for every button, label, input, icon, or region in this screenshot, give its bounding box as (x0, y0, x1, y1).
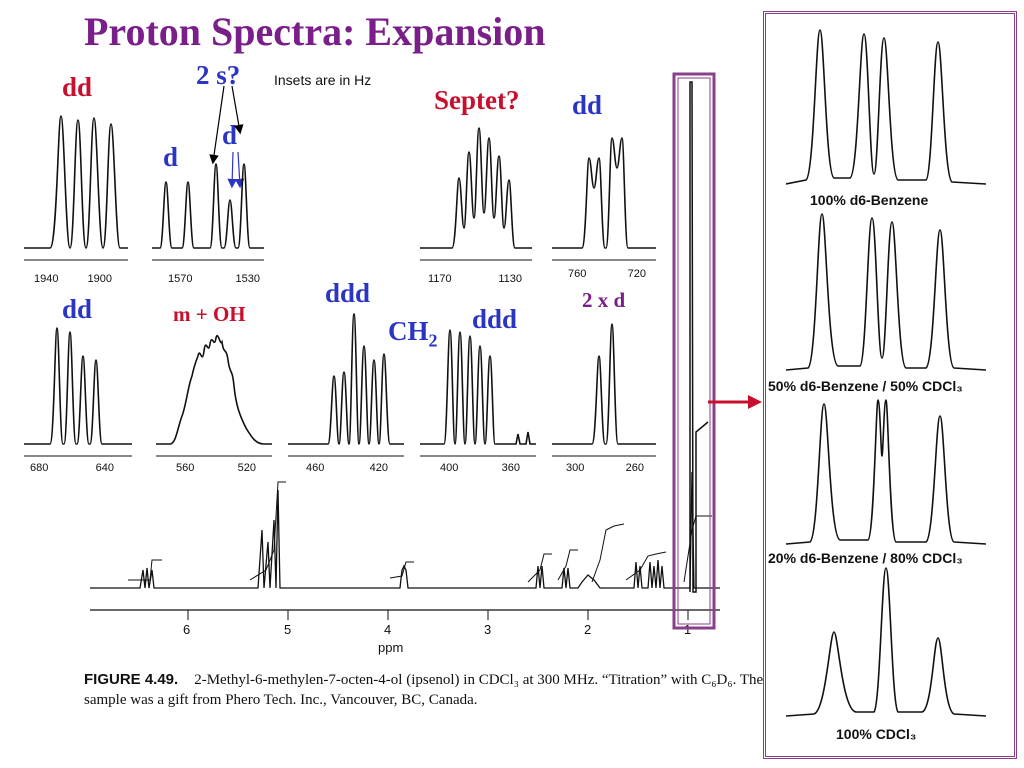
inset-ticks-6: 560 520 (176, 462, 256, 474)
titration-panel (763, 11, 1017, 759)
arrow-singlet-2 (231, 85, 244, 135)
inset-ticks-1: 1940 1900 (34, 273, 112, 285)
inset-ticks-8: 400 360 (440, 462, 520, 474)
label-dd-1: dd (62, 72, 93, 102)
label-multiplet-oh: m + OH (173, 302, 246, 326)
inset-ticks-3: 1170 1130 (428, 273, 522, 285)
inset-spectrum-7 (288, 313, 404, 457)
ppm-tick-4: 4 (384, 622, 392, 637)
label-dd-2: dd (572, 90, 603, 120)
titration-spectrum-4 (786, 567, 986, 717)
highlight-box (672, 72, 716, 630)
label-dd-3: dd (62, 294, 93, 324)
titration-spectrum-3 (786, 399, 986, 545)
arrow-singlet-1 (209, 85, 225, 165)
label-septet: Septet? (434, 85, 520, 115)
inset-spectrum-1 (24, 115, 128, 261)
label-2-singlets: 2 s? (196, 60, 241, 90)
label-ddd-2: ddd (472, 304, 518, 334)
titration-label-4: 100% CDCl₃ (836, 726, 917, 742)
figure-number: FIGURE 4.49. (84, 671, 179, 688)
inset-spectrum-8 (420, 329, 536, 457)
inset-ticks-9: 300 260 (566, 462, 644, 474)
annotation-arrows (209, 85, 245, 189)
inset-ticks-4: 760 720 (568, 268, 646, 280)
ppm-tick-6: 6 (183, 622, 191, 637)
insets-note: Insets are in Hz (274, 72, 372, 88)
inset-ticks-5: 680 640 (30, 462, 114, 474)
label-d-right: d (222, 120, 238, 150)
inset-ticks-7: 460 420 (306, 462, 388, 474)
label-ch2: CH2 (388, 316, 438, 351)
red-arrow (708, 395, 762, 409)
main-nmr-spectrum (90, 471, 720, 620)
label-ddd-1: ddd (325, 278, 371, 308)
label-2xd: 2 x d (582, 288, 626, 312)
ppm-axis-label: ppm (378, 640, 404, 655)
titration-label-1: 100% d6-Benzene (810, 192, 929, 208)
ppm-tick-3: 3 (484, 622, 492, 637)
figure-caption-text: 2-Methyl-6-methylen-7-octen-4-ol (ipseno… (84, 672, 764, 708)
titration-spectrum-1 (786, 29, 986, 185)
inset-spectrum-9 (552, 323, 656, 457)
arrow-doublet-2 (234, 151, 245, 189)
inset-spectrum-2 (152, 163, 264, 261)
figure-caption: FIGURE 4.49. 2-Methyl-6-methylen-7-octen-… (84, 670, 764, 710)
inset-ticks-2: 1570 1530 (168, 273, 260, 285)
ppm-tick-2: 2 (584, 622, 592, 637)
slide-title: Proton Spectra: Expansion (84, 9, 546, 54)
titration-label-3: 20% d6-Benzene / 80% CDCl₃ (768, 550, 963, 566)
titration-label-2: 50% d6-Benzene / 50% CDCl₃ (768, 378, 963, 394)
label-d-left: d (163, 142, 179, 172)
inset-spectrum-6 (156, 335, 272, 457)
titration-spectrum-2 (786, 213, 986, 371)
arrow-doublet-1 (227, 151, 238, 189)
inset-spectrum-4 (552, 137, 656, 261)
inset-spectrum-3 (420, 127, 532, 261)
inset-spectrum-5 (24, 327, 132, 457)
ppm-tick-5: 5 (284, 622, 292, 637)
